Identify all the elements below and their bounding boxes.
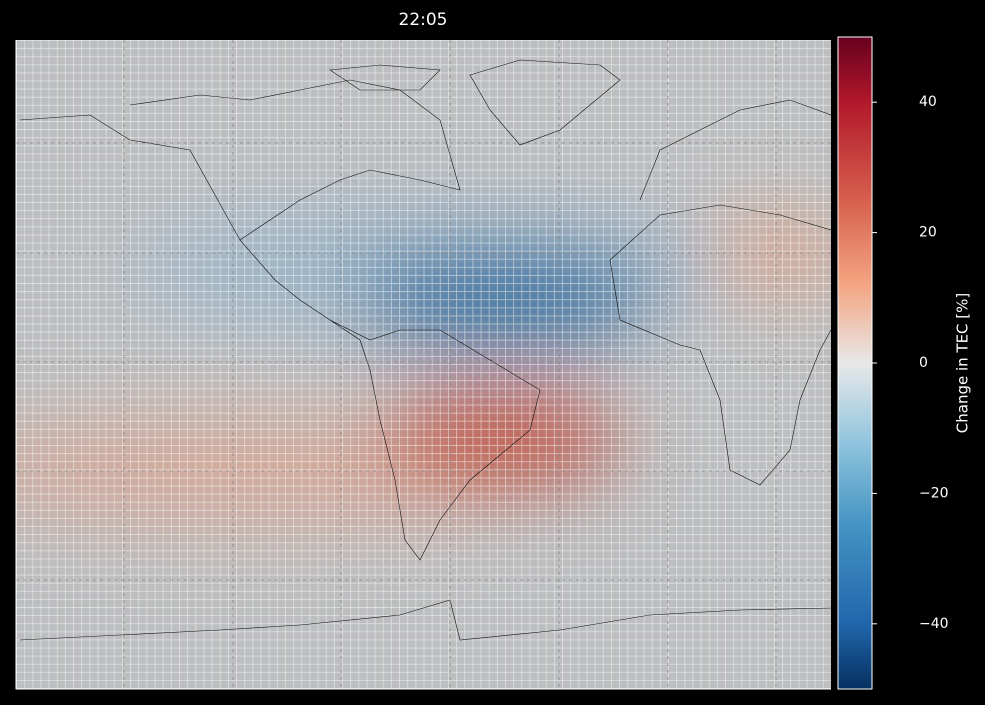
map-frame <box>15 40 831 690</box>
map <box>16 40 831 689</box>
title: 22:05 <box>399 10 448 30</box>
colorbar-label: Change in TEC [%] <box>954 293 972 433</box>
grid-cells <box>16 40 831 689</box>
colorbar-tick-label: 20 <box>919 225 937 241</box>
colorbar-tick-label: 40 <box>919 94 937 110</box>
graticule <box>16 40 831 689</box>
colorbar-tick-label: −40 <box>919 616 949 632</box>
colorbar-tick-label: 0 <box>919 355 928 371</box>
colorbar-tick-label: −20 <box>919 485 949 501</box>
colorbar <box>837 36 873 690</box>
coastlines <box>19 59 831 641</box>
